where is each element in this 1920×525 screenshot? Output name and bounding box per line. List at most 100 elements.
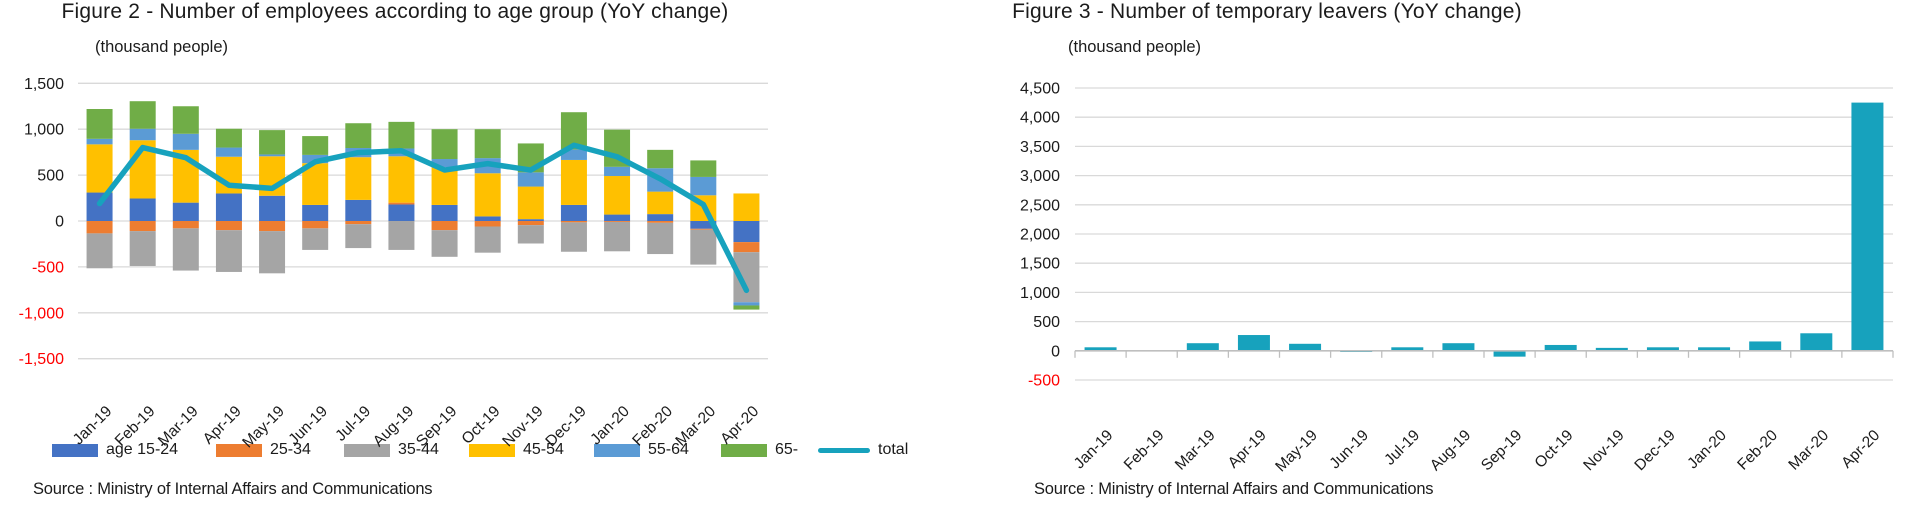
x-axis-label: Apr-19 <box>1225 427 1270 472</box>
bar-segment-55-64 <box>604 166 631 177</box>
figure2-units-label: (thousand people) <box>95 38 229 56</box>
bar-segment-65- <box>345 123 372 149</box>
bar-segment-35-44 <box>560 222 587 252</box>
bar-segment-65- <box>259 130 286 155</box>
bar-segment-45-54 <box>86 144 113 193</box>
bar-segment-age-15-24 <box>690 221 717 229</box>
x-axis-label: Dec-19 <box>542 403 589 450</box>
bar-segment-25-34 <box>560 221 587 223</box>
y-tick-label: 1,500 <box>24 76 64 93</box>
bar-segment-35-44 <box>172 228 199 271</box>
bar-Jan-19 <box>1084 347 1117 351</box>
bar-Apr-20 <box>1851 102 1884 351</box>
bar-segment-55-64 <box>215 147 242 157</box>
bar-Dec-19 <box>1646 347 1679 351</box>
bar-segment-45-54 <box>431 167 458 205</box>
bar-segment-35-44 <box>690 229 717 265</box>
bar-segment-45-54 <box>560 159 587 205</box>
bar-segment-35-44 <box>86 233 113 269</box>
bar-Aug-19 <box>1442 343 1475 351</box>
bar-segment-age-15-24 <box>302 204 329 221</box>
y-tick-label: 3,500 <box>1020 139 1060 156</box>
x-axis-label: Oct-19 <box>459 403 504 448</box>
y-tick-label: -1,000 <box>19 305 64 322</box>
bar-segment-25-34 <box>259 221 286 232</box>
x-axis-label: Oct-19 <box>1532 427 1577 472</box>
bar-segment-55-64 <box>259 154 286 157</box>
y-tick-label: 4,500 <box>1020 81 1060 98</box>
y-tick-label: -500 <box>32 259 64 276</box>
x-axis-label: Nov-19 <box>499 403 546 450</box>
bar-segment-25-34 <box>345 221 372 225</box>
bar-segment-35-44 <box>345 224 372 249</box>
x-axis-label: Jul-19 <box>1381 427 1423 469</box>
bar-segment-55-64 <box>86 138 113 145</box>
bar-Jan-20 <box>1698 347 1731 351</box>
x-axis-label: Jun-19 <box>1326 427 1372 473</box>
x-axis-label: Jan-20 <box>587 403 633 449</box>
bar-segment-age-15-24 <box>345 199 372 221</box>
y-tick-label: 4,000 <box>1020 110 1060 127</box>
bar-segment-age-15-24 <box>474 216 501 221</box>
bar-segment-age-15-24 <box>215 193 242 221</box>
bar-segment-age-15-24 <box>129 198 156 221</box>
bar-segment-65- <box>86 109 113 139</box>
bar-Mar-19 <box>1186 343 1219 351</box>
bar-segment-35-44 <box>431 230 458 257</box>
y-tick-label: 2,500 <box>1020 197 1060 214</box>
bar-segment-65- <box>647 149 674 169</box>
x-axis-label: Feb-19 <box>112 403 159 450</box>
y-tick-label: 1,000 <box>1020 285 1060 302</box>
bar-segment-age-15-24 <box>560 204 587 221</box>
figure3-source: Source : Ministry of Internal Affairs an… <box>1034 480 1434 498</box>
figure3-units-label: (thousand people) <box>1068 38 1202 56</box>
bar-segment-45-54 <box>647 191 674 215</box>
bar-segment-45-54 <box>604 176 631 215</box>
bar-Apr-19 <box>1237 335 1270 351</box>
bar-segment-35-44 <box>604 221 631 252</box>
x-axis-label: Jul-19 <box>332 403 374 445</box>
figure2-title: Figure 2 - Number of employees according… <box>61 0 729 23</box>
bar-segment-35-44 <box>517 225 544 244</box>
y-tick-label: 500 <box>1033 314 1060 331</box>
bar-segment-25-34 <box>172 221 199 229</box>
y-tick-label: -500 <box>1028 373 1060 390</box>
bar-Feb-20 <box>1749 341 1782 351</box>
x-axis-label: Feb-20 <box>629 403 676 450</box>
x-axis-label: Sep-19 <box>413 403 460 450</box>
total-line <box>96 142 750 294</box>
bar-segment-age-15-24 <box>86 192 113 221</box>
bar-segment-45-54 <box>474 173 501 217</box>
bar-segment-25-34 <box>431 221 458 231</box>
bar-segment-55-64 <box>129 128 156 141</box>
x-axis-label: Jan-19 <box>1071 427 1117 473</box>
x-axis-label: Feb-19 <box>1121 427 1168 474</box>
bar-segment-35-44 <box>129 231 156 266</box>
y-tick-label: 0 <box>1051 343 1060 360</box>
x-axis-label: Sep-19 <box>1478 427 1525 474</box>
x-axis-label: Jan-20 <box>1684 427 1730 473</box>
bar-segment-age-15-24 <box>259 195 286 221</box>
bar-segment-age-15-24 <box>388 204 415 221</box>
bar-segment-55-64 <box>172 133 199 150</box>
x-axis-label: May-19 <box>239 403 288 452</box>
bar-Jul-19 <box>1391 347 1424 351</box>
x-axis-label: Mar-19 <box>155 403 202 450</box>
x-axis-label: Apr-20 <box>1838 427 1883 472</box>
bar-segment-55-64 <box>690 176 717 196</box>
bar-segment-25-34 <box>733 242 760 253</box>
bar-segment-25-34 <box>388 202 415 205</box>
bar-May-19 <box>1289 343 1322 351</box>
bar-segment-age-15-24 <box>733 221 760 243</box>
bar-segment-35-44 <box>474 226 501 253</box>
bar-segment-45-54 <box>388 156 415 203</box>
bar-segment-age-15-24 <box>647 214 674 221</box>
bar-segment-45-54 <box>517 186 544 220</box>
x-axis-label: Apr-19 <box>200 403 245 448</box>
bar-segment-65- <box>302 136 329 155</box>
bar-segment-55-64 <box>431 159 458 168</box>
bar-segment-65- <box>388 121 415 149</box>
bar-segment-age-15-24 <box>604 214 631 221</box>
bar-segment-age-15-24 <box>431 204 458 221</box>
